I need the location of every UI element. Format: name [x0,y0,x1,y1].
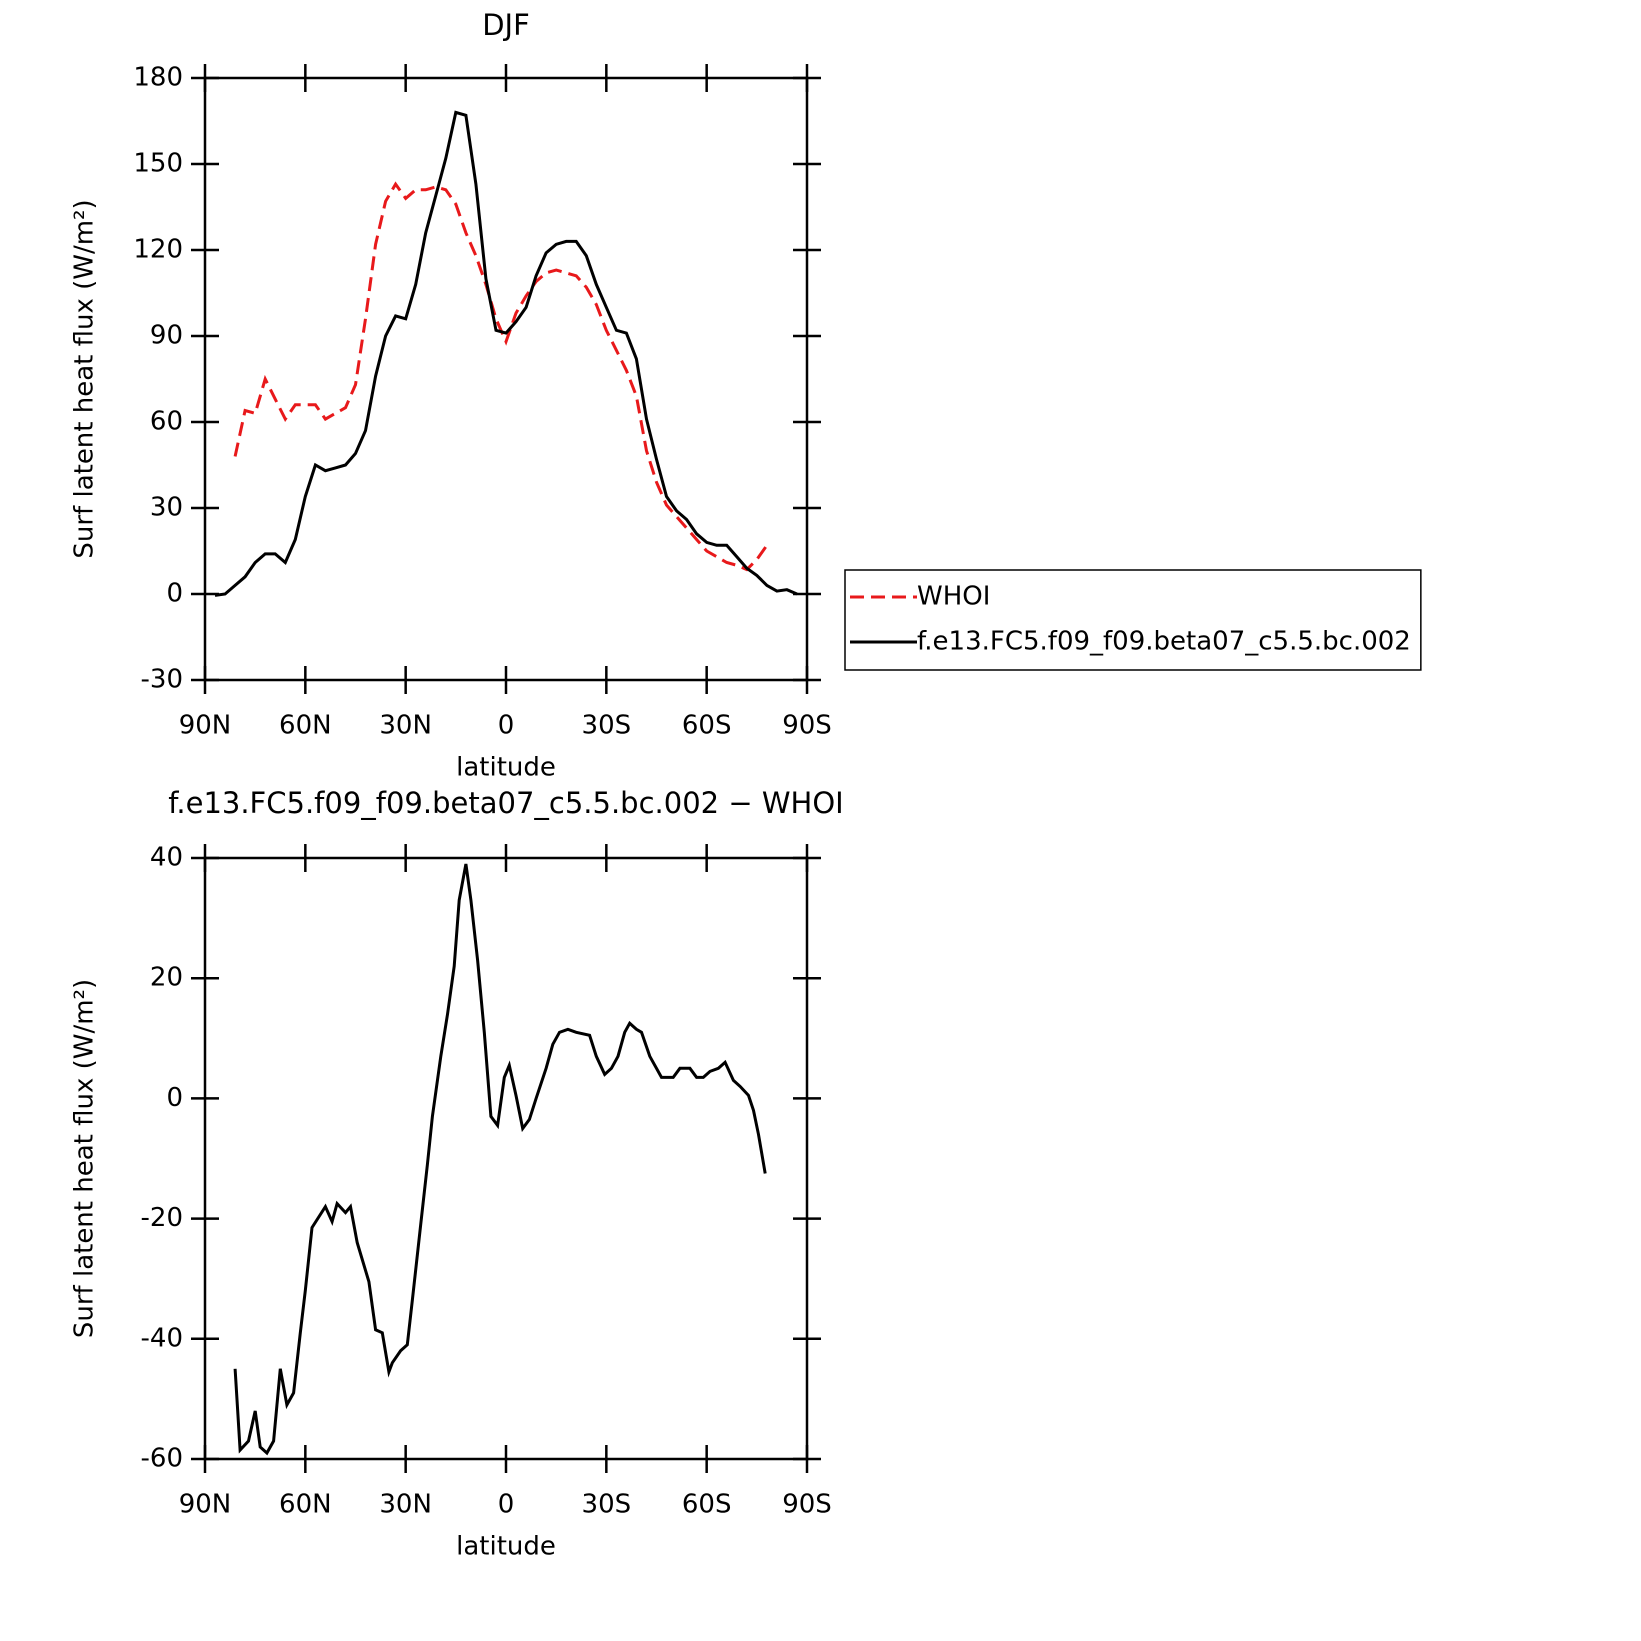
y-axis-label: Surf latent heat flux (W/m²) [70,979,100,1338]
y-tick-label: 60 [150,407,183,437]
y-tick-label: 120 [133,235,183,265]
x-tick-label: 90S [782,711,832,741]
y-tick-label: -40 [141,1323,183,1353]
x-tick-label: 90S [782,1490,832,1520]
x-tick-label: 0 [498,711,515,741]
legend: WHOI f.e13.FC5.f09_f09.beta07_c5.5.bc.002 [844,569,1422,671]
data-line [233,181,769,572]
x-tick-label: 30N [379,711,432,741]
x-tick-label: 30S [582,711,632,741]
data-line [214,110,798,597]
x-tick-label: 90N [179,711,232,741]
legend-box [844,569,1422,671]
x-tick-label: 30N [379,1490,432,1520]
x-tick-label: 90N [179,1490,232,1520]
y-axis-label: Surf latent heat flux (W/m²) [70,199,100,558]
plot-frame [203,76,809,682]
y-tick-label: 180 [133,63,183,93]
y-tick-label: 90 [150,321,183,351]
y-tick-label: 150 [133,149,183,179]
chart-title: DJF [482,8,530,42]
x-tick-label: 60S [682,711,732,741]
y-tick-label: -60 [141,1444,183,1474]
y-tick-label: -30 [141,665,183,695]
legend-label: f.e13.FC5.f09_f09.beta07_c5.5.bc.002 [917,627,1411,657]
y-tick-label: 20 [150,963,183,993]
y-tick-label: 0 [166,579,183,609]
x-axis-label: latitude [456,1532,556,1562]
y-tick-label: 0 [166,1083,183,1113]
x-axis-label: latitude [456,753,556,783]
x-tick-label: 0 [498,1490,515,1520]
data-line [233,863,767,1456]
chart-title: f.e13.FC5.f09_f09.beta07_c5.5.bc.002 − W… [168,786,843,820]
x-tick-label: 60S [682,1490,732,1520]
x-tick-label: 60N [279,1490,332,1520]
y-tick-label: 30 [150,493,183,523]
y-tick-label: 40 [150,843,183,873]
legend-label: WHOI [917,582,990,612]
x-tick-label: 60N [279,711,332,741]
x-tick-label: 30S [582,1490,632,1520]
y-tick-label: -20 [141,1203,183,1233]
